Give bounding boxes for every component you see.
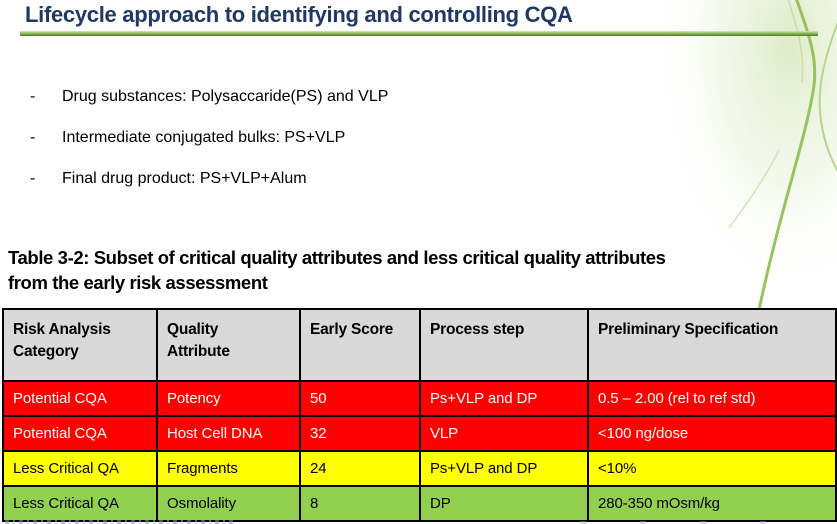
cell-specification: <100 ng/dose [587,415,837,452]
bullet-marker: - [30,170,36,187]
table-row: Potential CQA Host Cell DNA 32 VLP <100 … [2,415,837,452]
list-item: - Drug substances: Polysaccaride(PS) and… [30,88,388,105]
table-caption-line2: from the early risk assessment [8,272,268,293]
cell-category: Less Critical QA [2,450,158,487]
cell-specification: 0.5 – 2.00 (rel to ref std) [587,380,837,417]
cell-attribute: Host Cell DNA [156,415,301,452]
cell-specification: <10% [587,450,837,487]
footer-cutoff-artifact [5,520,235,524]
cqa-risk-table: Risk Analysis Category Quality Attribute… [2,308,837,522]
footer-cutoff-artifact [580,521,770,524]
bullet-text: Drug substances: Polysaccaride(PS) and V… [62,88,389,105]
title-underline-divider [20,31,818,36]
cell-score: 24 [299,450,421,487]
bullet-marker: - [30,129,36,146]
cell-category: Potential CQA [2,380,158,417]
cell-process-step: VLP [419,415,589,452]
cell-specification: 280-350 mOsm/kg [587,485,837,522]
cell-process-step: Ps+VLP and DP [419,450,589,487]
column-header-preliminary-specification: Preliminary Specification [587,308,837,382]
bullet-text: Final drug product: PS+VLP+Alum [62,170,307,187]
list-item: - Final drug product: PS+VLP+Alum [30,170,388,187]
column-header-quality-attribute: Quality Attribute [156,308,301,382]
column-header-process-step: Process step [419,308,589,382]
cell-attribute: Potency [156,380,301,417]
slide-title: Lifecycle approach to identifying and co… [25,2,573,27]
list-item: - Intermediate conjugated bulks: PS+VLP [30,129,388,146]
column-header-risk-analysis-category: Risk Analysis Category [2,308,158,382]
column-header-early-score: Early Score [299,308,421,382]
table-row: Potential CQA Potency 50 Ps+VLP and DP 0… [2,380,837,417]
cell-process-step: Ps+VLP and DP [419,380,589,417]
cell-process-step: DP [419,485,589,522]
cell-score: 50 [299,380,421,417]
cell-category: Potential CQA [2,415,158,452]
cell-category: Less Critical QA [2,485,158,522]
cell-score: 8 [299,485,421,522]
cell-attribute: Fragments [156,450,301,487]
table-row: Less Critical QA Osmolality 8 DP 280-350… [2,485,837,522]
table-caption: Table 3-2: Subset of critical quality at… [8,245,666,295]
bullet-text: Intermediate conjugated bulks: PS+VLP [62,129,346,146]
cell-score: 32 [299,415,421,452]
table-header-row: Risk Analysis Category Quality Attribute… [2,308,837,382]
cell-attribute: Osmolality [156,485,301,522]
table-caption-line1: Table 3-2: Subset of critical quality at… [8,247,666,268]
bullet-marker: - [30,88,36,105]
green-vine-decoration-icon [667,0,837,320]
table-row: Less Critical QA Fragments 24 Ps+VLP and… [2,450,837,487]
bullet-list: - Drug substances: Polysaccaride(PS) and… [30,88,388,211]
